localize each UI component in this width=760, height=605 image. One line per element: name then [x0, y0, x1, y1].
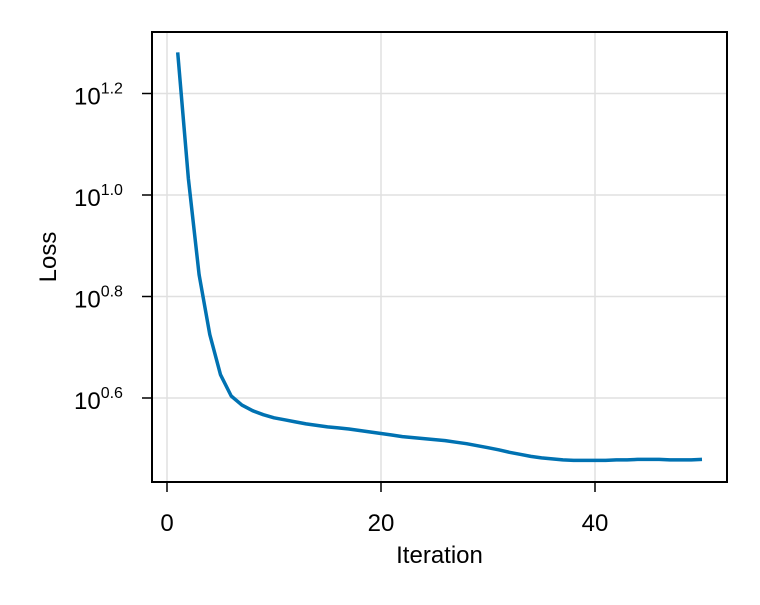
- x-axis-ticks: 0 20 40: [160, 482, 608, 537]
- x-tick-label: 40: [582, 510, 609, 537]
- y-tick-label: 101.2: [74, 81, 123, 111]
- y-axis-ticks: 100.6 100.8 101.0 101.2: [74, 81, 152, 415]
- y-tick-label: 101.0: [74, 182, 123, 212]
- x-tick-label: 20: [368, 510, 395, 537]
- y-axis-label: Loss: [35, 232, 62, 283]
- grid-lines: [152, 32, 727, 482]
- x-axis-label: Iteration: [396, 542, 483, 569]
- x-tick-label: 0: [160, 510, 173, 537]
- y-tick-label: 100.8: [74, 284, 123, 314]
- loss-curve: [175, 52, 703, 463]
- series-line: [175, 52, 703, 463]
- plot-frame: [151, 31, 728, 483]
- y-tick-label: 100.6: [74, 385, 123, 415]
